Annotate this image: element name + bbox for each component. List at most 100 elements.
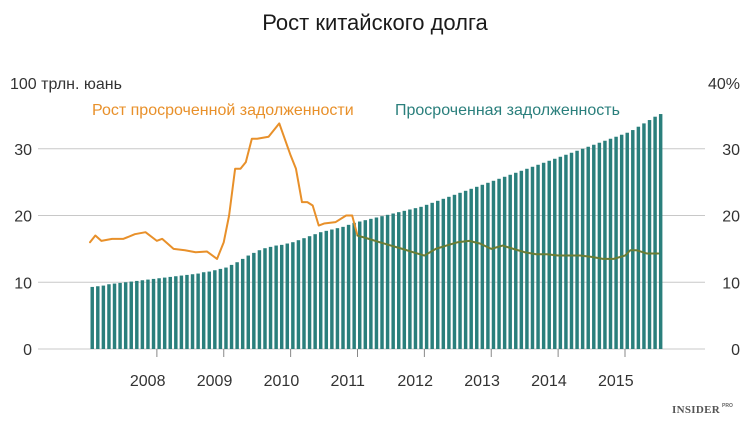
bar bbox=[514, 172, 518, 349]
bar bbox=[452, 194, 457, 349]
legend-bar-label: Просроченная задолженность bbox=[395, 102, 620, 119]
x-tick-label: 2014 bbox=[531, 373, 567, 390]
bar bbox=[363, 220, 368, 349]
bar bbox=[653, 116, 657, 350]
bar-series bbox=[90, 114, 663, 350]
left-tick-label: 0 bbox=[23, 342, 32, 359]
bar bbox=[597, 142, 602, 349]
bar bbox=[190, 274, 195, 349]
bar bbox=[580, 148, 585, 349]
bar bbox=[385, 214, 390, 349]
bar bbox=[636, 126, 641, 349]
bar bbox=[397, 212, 401, 349]
bar bbox=[436, 200, 440, 349]
x-tick-label: 2009 bbox=[197, 373, 233, 390]
bar bbox=[642, 123, 646, 349]
bar bbox=[135, 280, 139, 349]
bar bbox=[480, 184, 485, 349]
bar bbox=[614, 136, 618, 349]
bar bbox=[207, 271, 211, 349]
bar bbox=[246, 255, 250, 349]
bar bbox=[313, 234, 317, 349]
bar bbox=[491, 180, 496, 349]
bar bbox=[447, 196, 451, 349]
bar bbox=[257, 250, 262, 349]
bar bbox=[475, 186, 479, 349]
bar bbox=[224, 267, 228, 349]
bar bbox=[508, 174, 512, 349]
x-tick-label: 2008 bbox=[130, 373, 166, 390]
bar bbox=[107, 284, 111, 349]
bar bbox=[335, 228, 340, 349]
bar bbox=[497, 178, 501, 349]
left-tick-label: 20 bbox=[14, 209, 32, 226]
bar bbox=[424, 204, 429, 349]
bar bbox=[90, 286, 94, 349]
bar bbox=[631, 130, 635, 349]
bar bbox=[268, 246, 273, 349]
bar bbox=[201, 272, 206, 349]
bar bbox=[196, 273, 200, 349]
bar bbox=[296, 240, 301, 349]
bar bbox=[586, 146, 590, 349]
bar bbox=[112, 283, 117, 349]
bar bbox=[341, 226, 345, 349]
bar bbox=[369, 218, 373, 349]
chart-title: Рост китайского долга bbox=[262, 10, 488, 35]
brand-logo: INSIDER PRO bbox=[672, 403, 733, 416]
brand-sup: PRO bbox=[722, 403, 733, 409]
bar bbox=[279, 244, 284, 349]
bar bbox=[391, 213, 395, 349]
right-axis-ticks: 0 10 20 30 bbox=[722, 142, 740, 359]
bar bbox=[151, 278, 156, 349]
x-axis-ticks: 2008 2009 2010 2011 2012 2013 2014 2015 bbox=[130, 349, 634, 390]
right-tick-label: 20 bbox=[722, 209, 740, 226]
bar bbox=[274, 245, 278, 349]
bar bbox=[558, 156, 563, 349]
bar bbox=[218, 268, 223, 349]
bar bbox=[96, 286, 100, 349]
bar bbox=[608, 138, 613, 349]
bar bbox=[346, 224, 351, 349]
bar bbox=[146, 279, 150, 349]
bar bbox=[625, 132, 629, 349]
right-tick-label: 30 bbox=[722, 142, 740, 159]
bar bbox=[162, 277, 167, 349]
bar bbox=[647, 120, 652, 349]
bar bbox=[318, 232, 323, 349]
bar bbox=[291, 242, 295, 349]
bar bbox=[140, 280, 145, 349]
bar bbox=[408, 209, 412, 349]
left-axis-ticks: 0 10 20 30 bbox=[14, 142, 32, 359]
bar bbox=[358, 221, 362, 349]
bar bbox=[285, 243, 290, 349]
bar bbox=[525, 168, 529, 349]
bar bbox=[374, 217, 379, 349]
x-tick-label: 2011 bbox=[331, 373, 366, 390]
bar bbox=[380, 216, 384, 349]
bar bbox=[213, 270, 217, 349]
bar bbox=[118, 282, 122, 349]
bar bbox=[486, 182, 490, 349]
x-tick-label: 2010 bbox=[264, 373, 300, 390]
bar bbox=[564, 154, 568, 349]
bar bbox=[302, 238, 306, 349]
bar bbox=[263, 248, 267, 349]
bar bbox=[603, 140, 607, 349]
bar bbox=[129, 281, 133, 349]
bar bbox=[352, 222, 356, 349]
bar bbox=[179, 275, 184, 349]
left-tick-label: 10 bbox=[14, 275, 32, 292]
bar bbox=[101, 285, 106, 349]
legend-line-label: Рост просроченной задолженности bbox=[92, 102, 354, 119]
x-tick-label: 2013 bbox=[464, 373, 500, 390]
bar bbox=[536, 164, 540, 349]
left-tick-label: 30 bbox=[14, 142, 32, 159]
bar bbox=[619, 134, 624, 349]
bar bbox=[235, 262, 239, 349]
right-tick-label: 10 bbox=[722, 275, 740, 292]
bar bbox=[519, 170, 524, 349]
x-tick-label: 2015 bbox=[598, 373, 634, 390]
line-series bbox=[89, 122, 660, 260]
